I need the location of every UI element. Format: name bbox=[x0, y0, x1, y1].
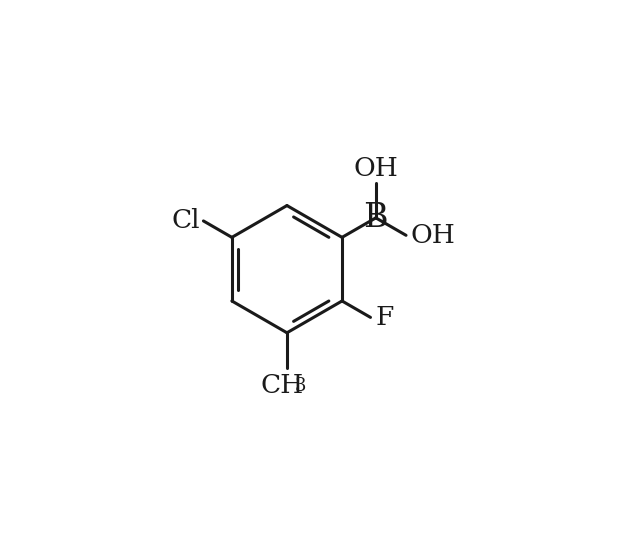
Text: F: F bbox=[376, 305, 394, 330]
Text: OH: OH bbox=[353, 156, 398, 181]
Text: 3: 3 bbox=[295, 377, 307, 395]
Text: B: B bbox=[364, 202, 388, 234]
Text: CH: CH bbox=[260, 373, 303, 398]
Text: Cl: Cl bbox=[172, 208, 200, 233]
Text: OH: OH bbox=[411, 223, 456, 248]
